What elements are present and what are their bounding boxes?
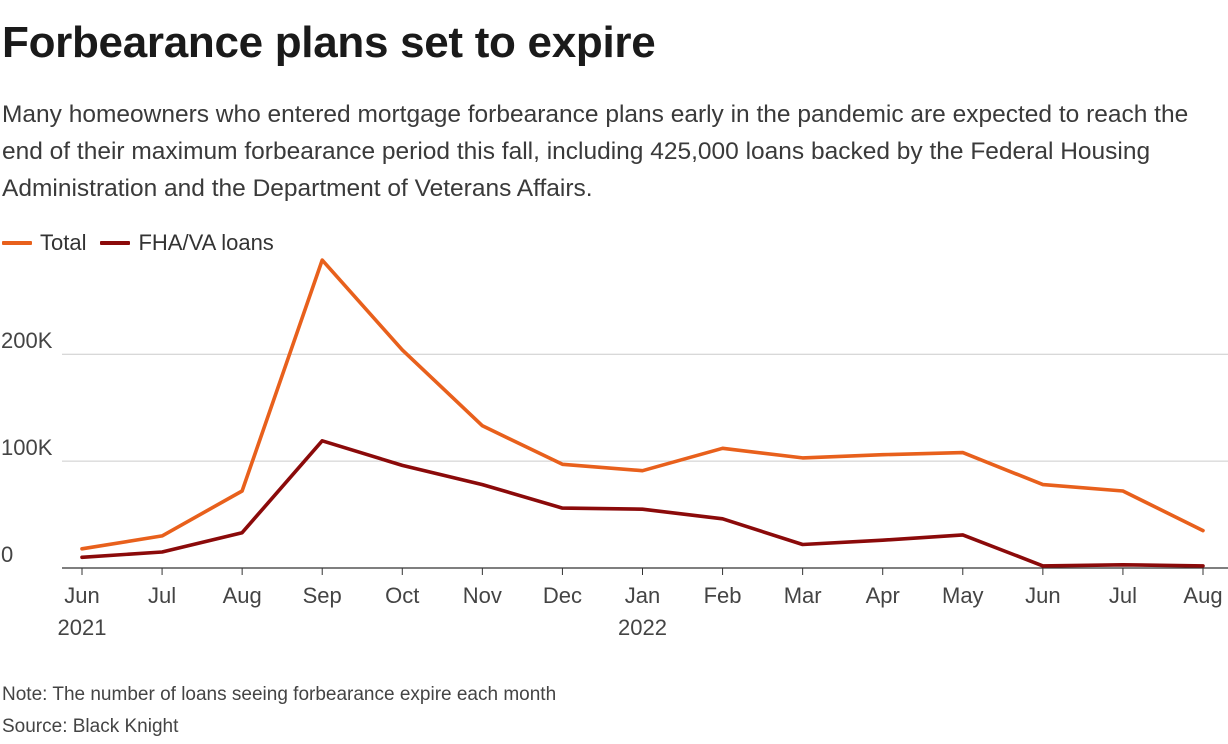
x-tick-label: Dec <box>543 583 582 608</box>
x-tick-label: Aug <box>223 583 262 608</box>
x-tick-label: Aug <box>1183 583 1222 608</box>
legend-item-total: Total <box>2 230 86 256</box>
x-tick-label: Mar <box>784 583 822 608</box>
x-tick-label: Jul <box>148 583 176 608</box>
chart-title: Forbearance plans set to expire <box>2 18 656 67</box>
x-tick-label: Jun <box>64 583 99 608</box>
y-tick-label: 100K <box>1 435 53 460</box>
x-tick-label: May <box>942 583 984 608</box>
legend-swatch-fha-va <box>100 241 131 245</box>
x-year-label: 2021 <box>58 615 107 640</box>
y-tick-label: 0 <box>1 542 13 567</box>
legend-label-total: Total <box>40 230 87 255</box>
x-tick-label: Apr <box>866 583 900 608</box>
x-tick-label: Jul <box>1109 583 1137 608</box>
chart-subtitle: Many homeowners who entered mortgage for… <box>2 101 1189 202</box>
legend-swatch-total <box>2 241 32 245</box>
x-tick-label: Oct <box>385 583 419 608</box>
series-line-fha-va <box>80 439 1205 568</box>
x-tick-label: Jan <box>625 583 660 608</box>
x-tick-label: Jun <box>1025 583 1060 608</box>
x-tick-label: Sep <box>303 583 342 608</box>
y-tick-label: 200K <box>1 328 53 353</box>
x-tick-label: Nov <box>463 583 502 608</box>
chart-source: Source: Black Knight <box>2 716 179 737</box>
legend-label-fha-va: FHA/VA loans <box>138 230 274 255</box>
x-year-label: 2022 <box>618 615 667 640</box>
legend-item-fha-va: FHA/VA loans <box>100 230 274 256</box>
line-chart: 0 100K 200K Jun Jul Aug Sep Oct Nov Dec Jan Feb Mar A… <box>1 258 1228 640</box>
series-line-total <box>80 258 1205 551</box>
chart-note: Note: The number of loans seeing forbear… <box>2 684 557 705</box>
chart-legend: Total FHA/VA loans <box>2 228 288 258</box>
x-tick-label: Feb <box>704 583 742 608</box>
